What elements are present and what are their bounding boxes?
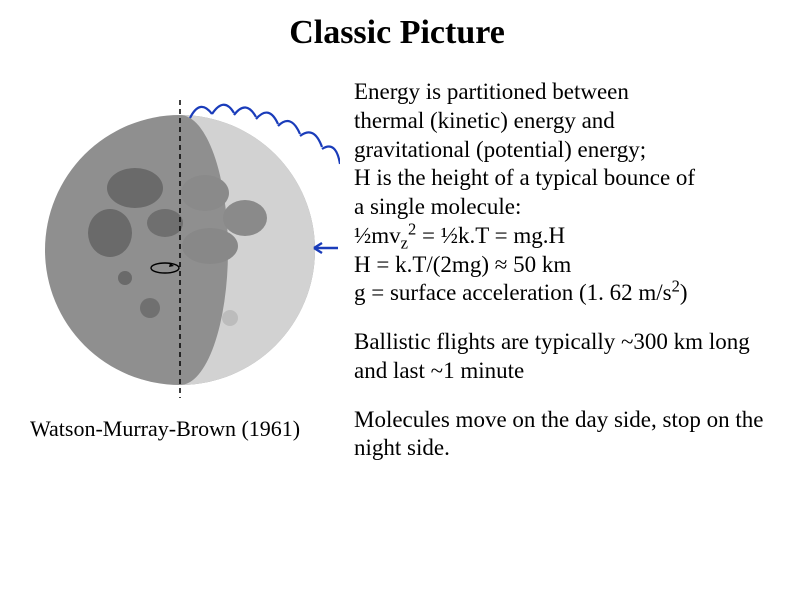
equation-3: g = surface acceleration (1. 62 m/s2)	[354, 280, 688, 305]
figure-caption: Watson-Murray-Brown (1961)	[30, 416, 340, 442]
paragraph-3: Molecules move on the day side, stop on …	[354, 406, 778, 464]
p1-line: thermal (kinetic) energy and	[354, 108, 615, 133]
p1-line: gravitational (potential) energy;	[354, 137, 646, 162]
p1-line: H is the height of a typical bounce of	[354, 165, 695, 190]
moon-svg	[30, 78, 340, 398]
equation-1: ½mvz2 = ½k.T = mg.H	[354, 223, 565, 248]
moon-figure	[30, 78, 340, 398]
figure-column: Watson-Murray-Brown (1961)	[30, 78, 340, 483]
p1-line: a single molecule:	[354, 194, 521, 219]
paragraph-1: Energy is partitioned between thermal (k…	[354, 78, 778, 308]
equation-2: H = k.T/(2mg) ≈ 50 km	[354, 252, 571, 277]
text-column: Energy is partitioned between thermal (k…	[340, 78, 778, 483]
content-row: Watson-Murray-Brown (1961) Energy is par…	[0, 78, 794, 483]
p1-line: Energy is partitioned between	[354, 79, 629, 104]
page-title: Classic Picture	[0, 14, 794, 52]
paragraph-2: Ballistic flights are typically ~300 km …	[354, 328, 778, 386]
